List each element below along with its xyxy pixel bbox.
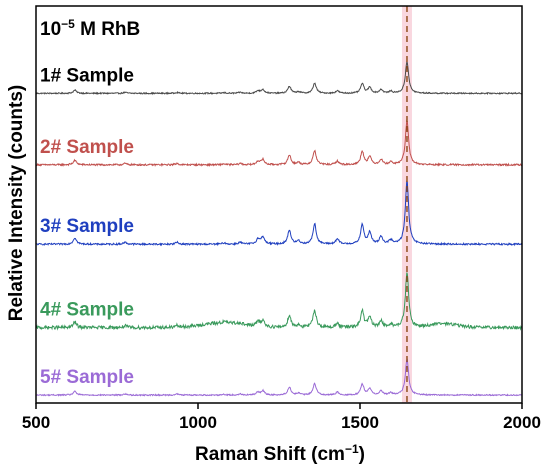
series-line [35,61,523,96]
series-labels: 1# Sample 2# Sample 3# Sample 4# Sample 5# S… [40,65,134,388]
y-axis-title: Relative Intensity (counts) [6,85,27,322]
reference-band [401,6,412,403]
series-line [35,272,523,331]
series-label: 3# Sample [40,216,134,237]
series-line [35,119,523,167]
x-tick-label: 2000 [503,413,541,432]
chart-title: 10−5 M RhB [40,17,140,40]
plot-frame [35,5,523,404]
x-tick-label: 500 [22,413,50,432]
chart-title-suffix: M RhB [75,19,140,40]
series-line [36,180,523,247]
x-axis-title-text: Raman Shift (cm [195,444,345,465]
chart-title-exponent: −5 [61,17,75,31]
x-axis-title-exponent: −1 [345,442,359,456]
series-label: 5# Sample [40,367,134,388]
series-line [35,358,523,397]
series-label: 2# Sample [40,137,134,158]
series-label: 4# Sample [40,300,134,321]
x-axis-title-suffix: ) [359,444,365,465]
spectra-group [35,61,523,397]
x-tick-label: 1000 [179,413,217,432]
chart-title-text: 10 [40,19,61,40]
series-label: 1# Sample [40,65,134,86]
x-axis-title: Raman Shift (cm−1) [195,442,365,465]
x-tick-label: 1500 [341,413,379,432]
x-axis-ticks: 500 1000 1500 2000 [22,403,541,432]
